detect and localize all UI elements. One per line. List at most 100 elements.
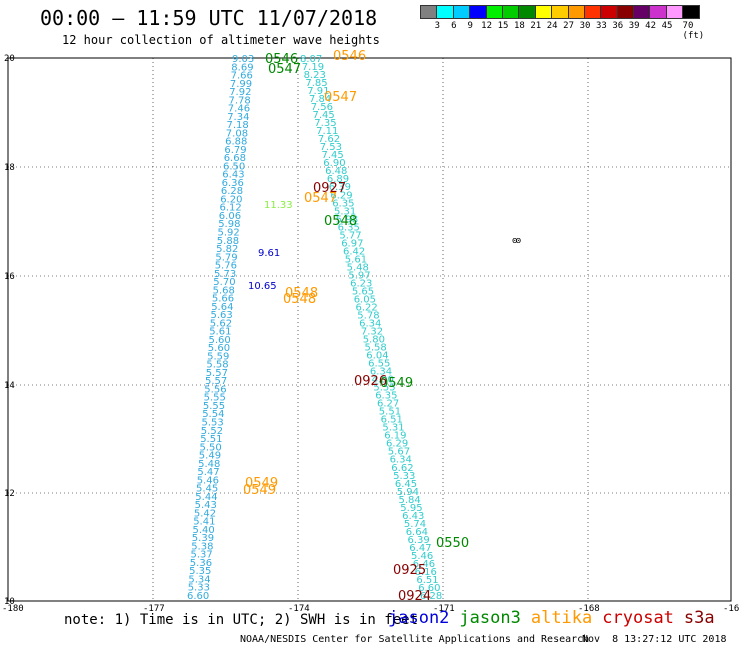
legend-swatch [551, 5, 569, 19]
wave-height-value: 5.52 [201, 426, 223, 437]
legend-label: 36 [612, 21, 624, 31]
wave-height-value: 6.34 [390, 455, 412, 466]
legend-swatch [501, 5, 520, 19]
legend-label: 45 [661, 21, 673, 31]
wave-height-value: 6.29 [330, 190, 352, 201]
credit-timestamp: Nov 8 13:27:12 UTC 2018 [582, 634, 727, 645]
pass-time-label: 0926 [354, 374, 387, 389]
wave-height-value: 6.64 [406, 527, 428, 538]
legend-label: 3 [434, 21, 441, 31]
pass-time-label: 0546 [333, 49, 366, 64]
lon-tick-label: -177 [143, 604, 165, 614]
wave-height-value: 6.28 [420, 591, 442, 602]
satellite-legend: jason2 jason3 altika cryosat s3a [388, 608, 725, 628]
wave-height-value: 5.94 [397, 487, 419, 498]
wave-height-value: 5.76 [215, 261, 237, 272]
wave-height-value: 6.55 [368, 359, 390, 370]
legend-swatch [583, 5, 602, 19]
lat-tick-label: 20 [4, 54, 15, 64]
wave-height-value: 6.43 [402, 511, 424, 522]
wave-height-value: 5.51 [379, 407, 401, 418]
wave-height-value: 5.45 [196, 484, 218, 495]
wave-height-value: 6.60 [187, 591, 209, 602]
page-subtitle: 12 hour collection of altimeter wave hei… [62, 33, 380, 47]
wave-height-value: 5.55 [204, 393, 226, 404]
wave-height-value: 8.69 [231, 62, 253, 73]
track-layer: 9.038.697.667.997.927.787.467.347.187.08… [187, 49, 469, 604]
wave-height-value: 5.50 [200, 442, 222, 453]
wave-height-value: 5.98 [218, 219, 240, 230]
wave-height-value: 5.40 [193, 525, 215, 536]
legend-swatch [649, 5, 667, 19]
wave-height-value: 6.45 [395, 479, 417, 490]
pass-time-label: 0546 [265, 52, 298, 67]
wave-height-value: 5.97 [348, 270, 370, 281]
wave-height-value: 5.73 [214, 269, 236, 280]
wave-height-value: 7.35 [314, 118, 336, 129]
legend-label: 6 [451, 21, 457, 31]
legend-label: 15 [497, 21, 509, 31]
wave-height-value: 5.66 [212, 294, 234, 305]
wave-height-value: 6.89 [327, 174, 349, 185]
legend-label: 27 [563, 21, 575, 31]
wave-height-value: 6.23 [350, 278, 372, 289]
legend-label: 30 [579, 21, 591, 31]
legend-labels: 3 6 9 12 15 18 21 24 27 30 33 36 39 42 45 70 (ft) [421, 19, 705, 41]
wave-height-value: 6.48 [325, 166, 347, 177]
wave-height-value: 6.06 [219, 211, 241, 222]
lat-tick-label: 16 [4, 272, 15, 282]
wave-height-value: 6.27 [377, 399, 399, 410]
footer-note: note: 1) Time is in UTC; 2) SWH is in fe… [64, 612, 419, 628]
wave-height-value: 5.56 [204, 385, 226, 396]
wave-height-value: 7.45 [313, 110, 335, 121]
wave-height-value: 6.05 [354, 294, 376, 305]
wave-height-value: 7.99 [230, 79, 252, 90]
wave-height-value: 7.11 [316, 126, 338, 137]
wave-height-value: 7.53 [320, 142, 342, 153]
legend-swatch [616, 5, 635, 19]
wave-height-value: 5.57 [205, 376, 227, 387]
wave-height-value: 5.60 [209, 335, 231, 346]
map-grid [8, 58, 731, 601]
wave-height-value: 6.39 [408, 535, 430, 546]
pass-time-label: 0549 [380, 376, 413, 391]
legend-label: 70 (ft) [682, 21, 705, 41]
pass-time-label: 0550 [436, 536, 469, 551]
pass-time-label: 0547 [324, 90, 357, 105]
wave-height-value: 6.28 [221, 186, 243, 197]
legend-swatch [518, 5, 536, 19]
axis-labels: -180 -177 -174 -171 -168 -16 20 18 16 14 12 10 [2, 54, 739, 614]
wave-height-value: 5.64 [211, 302, 233, 313]
wave-height-value: 5.36 [190, 558, 212, 569]
wave-height-value: 6.19 [384, 431, 406, 442]
wave-height-value: 6.47 [409, 543, 431, 554]
wave-height-value: 5.48 [347, 262, 369, 273]
wave-height-value: 6.39 [329, 182, 351, 193]
wave-height-value: 6.97 [341, 238, 363, 249]
wave-height-value: 7.45 [322, 150, 344, 161]
pass-time-label: 0547 [268, 62, 301, 77]
wave-height-value: 5.38 [191, 541, 213, 552]
legend-swatches [420, 5, 700, 19]
wave-height-value: 6.88 [225, 137, 247, 148]
wave-height-value: 5.98 [336, 214, 358, 225]
legend-swatch [682, 5, 700, 19]
wave-height-value: 5.39 [192, 533, 214, 544]
legend-label: 33 [595, 21, 607, 31]
wave-height-value: 6.46 [413, 559, 435, 570]
wave-height-value: 5.78 [357, 311, 379, 322]
wave-height-value: 5.43 [195, 500, 217, 511]
wave-height-value: 7.78 [229, 95, 251, 106]
lon-tick-label: -174 [288, 604, 310, 614]
wave-height-value: 5.80 [363, 335, 385, 346]
wave-height-value: 5.58 [365, 343, 387, 354]
wave-height-value: 6.34 [370, 367, 392, 378]
wave-height-value: 7.46 [228, 104, 250, 115]
lat-tick-label: 14 [4, 381, 15, 391]
lon-tick-label: -180 [2, 604, 24, 614]
pass-time-label: 0925 [393, 563, 426, 578]
wave-height-value: 5.34 [188, 575, 210, 586]
wave-height-value: 7.34 [227, 112, 249, 123]
wave-height-value: 5.88 [217, 236, 239, 247]
wave-height-value: 5.46 [197, 475, 219, 486]
